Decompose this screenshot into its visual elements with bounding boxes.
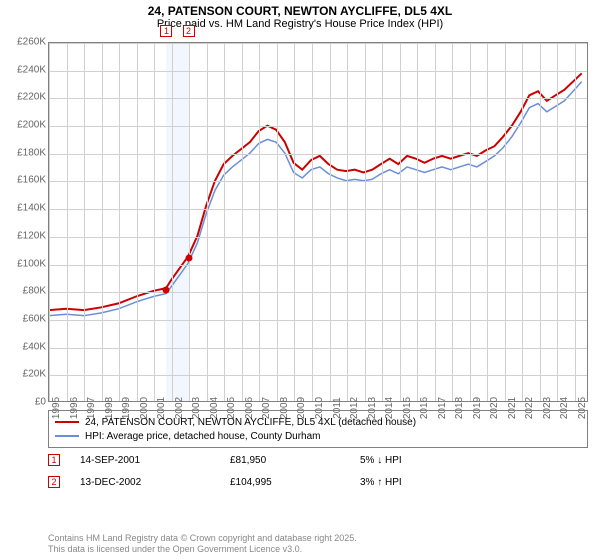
grid-line-h	[49, 292, 587, 293]
data-point-marker	[185, 254, 192, 261]
series-hpi	[49, 82, 582, 316]
tx-marker-1: 1	[48, 454, 60, 466]
marker-label-2: 2	[183, 25, 195, 37]
grid-line-h	[49, 126, 587, 127]
ytick-label: £240K	[0, 64, 46, 75]
grid-line-v	[137, 43, 138, 401]
ytick-label: £60K	[0, 313, 46, 324]
grid-line-v	[487, 43, 488, 401]
tx-price: £81,950	[230, 455, 360, 466]
data-point-marker	[163, 286, 170, 293]
grid-line-h	[49, 375, 587, 376]
grid-line-h	[49, 209, 587, 210]
series-price_paid	[49, 73, 582, 310]
legend-swatch	[55, 435, 79, 437]
tx-date: 13-DEC-2002	[80, 477, 230, 488]
ytick-label: £80K	[0, 286, 46, 297]
tx-marker-2: 2	[48, 476, 60, 488]
ytick-label: £20K	[0, 369, 46, 380]
ytick-label: £160K	[0, 175, 46, 186]
legend: 24, PATENSON COURT, NEWTON AYCLIFFE, DL5…	[48, 410, 588, 448]
marker-label-1: 1	[160, 25, 172, 37]
grid-line-v	[67, 43, 68, 401]
grid-line-v	[575, 43, 576, 401]
grid-line-h	[49, 181, 587, 182]
grid-line-v	[557, 43, 558, 401]
grid-line-v	[119, 43, 120, 401]
copyright-text: Contains HM Land Registry data © Crown c…	[48, 533, 588, 556]
ytick-label: £180K	[0, 147, 46, 158]
grid-line-v	[522, 43, 523, 401]
legend-label: HPI: Average price, detached house, Coun…	[85, 431, 321, 442]
grid-line-v	[505, 43, 506, 401]
ytick-label: £220K	[0, 92, 46, 103]
grid-line-h	[49, 154, 587, 155]
grid-line-v	[224, 43, 225, 401]
grid-line-h	[49, 237, 587, 238]
grid-line-h	[49, 71, 587, 72]
legend-label: 24, PATENSON COURT, NEWTON AYCLIFFE, DL5…	[85, 417, 416, 428]
grid-line-v	[330, 43, 331, 401]
transaction-row: 1 14-SEP-2001£81,9505% ↓ HPI	[48, 452, 588, 468]
legend-item: HPI: Average price, detached house, Coun…	[55, 429, 581, 443]
copyright-line-2: This data is licensed under the Open Gov…	[48, 544, 302, 554]
grid-line-v	[452, 43, 453, 401]
grid-line-v	[540, 43, 541, 401]
grid-line-v	[154, 43, 155, 401]
transaction-row: 2 13-DEC-2002£104,9953% ↑ HPI	[48, 474, 588, 490]
copyright-line-1: Contains HM Land Registry data © Crown c…	[48, 533, 357, 543]
ytick-label: £100K	[0, 258, 46, 269]
grid-line-v	[102, 43, 103, 401]
tx-delta: 5% ↓ HPI	[360, 455, 402, 466]
ytick-label: £0	[0, 397, 46, 408]
tx-date: 14-SEP-2001	[80, 455, 230, 466]
tx-delta: 3% ↑ HPI	[360, 477, 402, 488]
ytick-label: £120K	[0, 230, 46, 241]
grid-line-v	[84, 43, 85, 401]
grid-line-v	[259, 43, 260, 401]
grid-line-v	[277, 43, 278, 401]
grid-line-v	[347, 43, 348, 401]
ytick-label: £40K	[0, 341, 46, 352]
tx-price: £104,995	[230, 477, 360, 488]
plot-area: 12	[48, 42, 588, 402]
grid-line-v	[242, 43, 243, 401]
grid-line-v	[400, 43, 401, 401]
legend-swatch	[55, 421, 79, 423]
grid-line-v	[207, 43, 208, 401]
grid-line-v	[49, 43, 50, 401]
grid-line-v	[189, 43, 190, 401]
grid-line-v	[312, 43, 313, 401]
chart-container: 24, PATENSON COURT, NEWTON AYCLIFFE, DL5…	[0, 0, 600, 560]
grid-line-h	[49, 320, 587, 321]
grid-line-h	[49, 265, 587, 266]
chart-title: 24, PATENSON COURT, NEWTON AYCLIFFE, DL5…	[0, 0, 600, 18]
grid-line-v	[382, 43, 383, 401]
grid-line-v	[435, 43, 436, 401]
chart-subtitle: Price paid vs. HM Land Registry's House …	[0, 18, 600, 36]
ytick-label: £200K	[0, 120, 46, 131]
grid-line-v	[172, 43, 173, 401]
ytick-label: £260K	[0, 37, 46, 48]
grid-line-h	[49, 43, 587, 44]
grid-line-h	[49, 98, 587, 99]
grid-line-v	[294, 43, 295, 401]
grid-line-h	[49, 348, 587, 349]
grid-line-v	[470, 43, 471, 401]
grid-line-v	[417, 43, 418, 401]
grid-line-v	[365, 43, 366, 401]
legend-item: 24, PATENSON COURT, NEWTON AYCLIFFE, DL5…	[55, 415, 581, 429]
ytick-label: £140K	[0, 203, 46, 214]
